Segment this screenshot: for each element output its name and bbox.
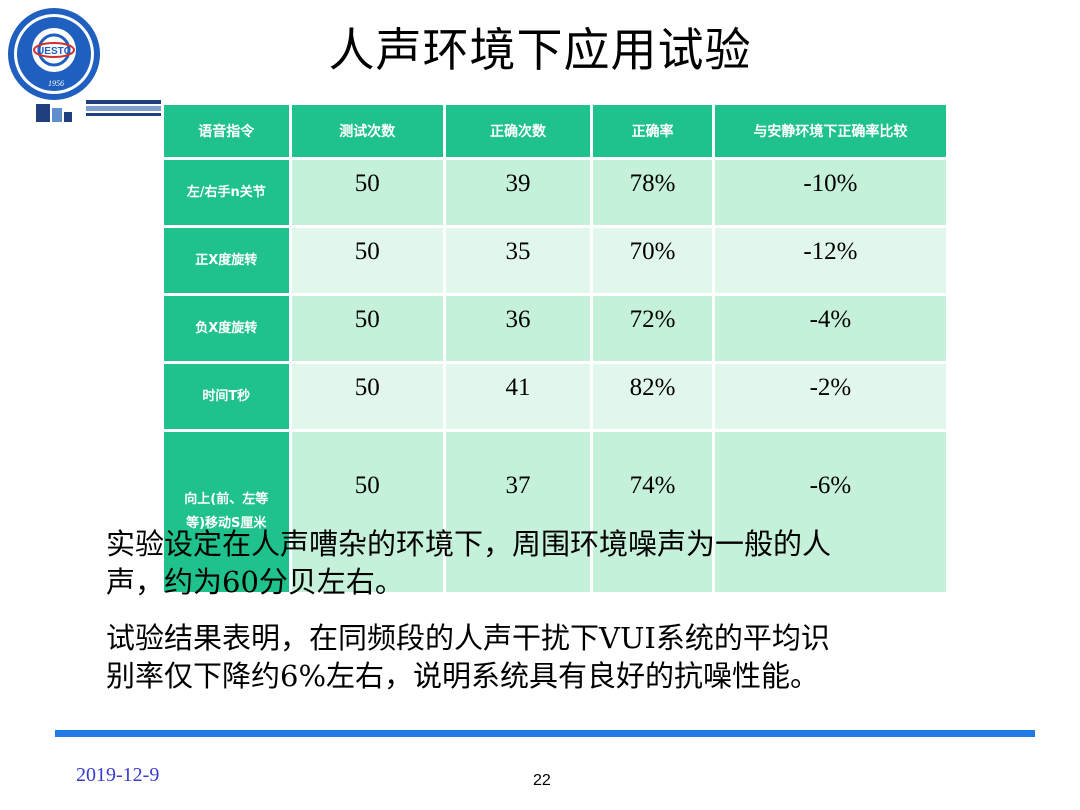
table-header-row: 语音指令 测试次数 正确次数 正确率 与安静环境下正确率比较 [161, 102, 950, 160]
table-row: 左/右手n关节 50 39 78% -10% [161, 157, 950, 228]
page-number: 22 [533, 772, 551, 789]
logo-year: 1956 [48, 79, 64, 88]
cell-correct: 41 [442, 361, 594, 432]
cell-tests: 50 [288, 293, 446, 364]
paragraph-conclusion: 试验结果表明，在同频段的人声干扰下VUI系统的平均识 别率仅下降约6%左右，说明… [106, 619, 1026, 695]
cell-correct: 39 [442, 157, 594, 228]
row-command: 负X度旋转 [161, 293, 292, 364]
paragraph-line: 别率仅下降约6%左右，说明系统具有良好的抗噪性能。 [106, 659, 820, 693]
table-row: 负X度旋转 50 36 72% -4% [161, 293, 950, 364]
cell-tests: 50 [288, 429, 446, 595]
cell-rate: 78% [590, 157, 715, 228]
cell-tests: 50 [288, 225, 446, 296]
cell-tests: 50 [288, 157, 446, 228]
cell-delta: -2% [711, 361, 950, 432]
decor-block-dark [36, 104, 50, 122]
cell-rate: 82% [590, 361, 715, 432]
table-row: 向上(前、左等 等)移动S厘米 50 37 74% -6% [161, 429, 950, 595]
decor-bar-low [86, 113, 161, 116]
cell-rate: 72% [590, 293, 715, 364]
slide-title: 人声环境下应用试验 [328, 23, 752, 77]
row-command: 向上(前、左等 等)移动S厘米 [161, 429, 292, 595]
paragraph-line: 实验设定在人声嘈杂的环境下，周围环境噪声为一般的人 [106, 527, 832, 561]
paragraph-setup: 实验设定在人声嘈杂的环境下，周围环境噪声为一般的人 声，约为60分贝左右。 [106, 525, 1026, 601]
row-command: 左/右手n关节 [161, 157, 292, 228]
cell-correct: 37 [442, 429, 594, 595]
cell-delta: -6% [711, 429, 950, 595]
cell-delta: -10% [711, 157, 950, 228]
decor-bar-top [86, 100, 161, 104]
paragraph-line: 声，约为60分贝左右。 [106, 565, 404, 599]
row-command-line2: 等)移动S厘米 [186, 516, 267, 531]
slide-date: 2019-12-9 [76, 764, 160, 786]
cell-rate: 70% [590, 225, 715, 296]
cell-delta: -4% [711, 293, 950, 364]
header-rate: 正确率 [590, 102, 715, 160]
table-row: 时间T秒 50 41 82% -2% [161, 361, 950, 432]
university-seal-logo: UESTC 1956 [8, 8, 100, 100]
header-tests: 测试次数 [288, 102, 446, 160]
row-command: 正X度旋转 [161, 225, 292, 296]
header-correct: 正确次数 [442, 102, 594, 160]
cell-delta: -12% [711, 225, 950, 296]
cell-correct: 35 [442, 225, 594, 296]
decor-block-small [64, 112, 72, 122]
cell-correct: 36 [442, 293, 594, 364]
table-row: 正X度旋转 50 35 70% -12% [161, 225, 950, 296]
results-table: 语音指令 测试次数 正确次数 正确率 与安静环境下正确率比较 左/右手n关节 5… [161, 102, 950, 595]
svg-text:UESTC: UESTC [37, 46, 71, 57]
cell-rate: 74% [590, 429, 715, 595]
header-command: 语音指令 [161, 102, 292, 160]
decor-bar-mid [86, 106, 161, 111]
decor-block-light [52, 108, 62, 122]
row-command-line1: 向上(前、左等 [184, 492, 269, 507]
row-command: 时间T秒 [161, 361, 292, 432]
header-comparison: 与安静环境下正确率比较 [711, 102, 950, 160]
cell-tests: 50 [288, 361, 446, 432]
paragraph-line: 试验结果表明，在同频段的人声干扰下VUI系统的平均识 [106, 621, 830, 655]
footer-rule [55, 730, 1035, 737]
